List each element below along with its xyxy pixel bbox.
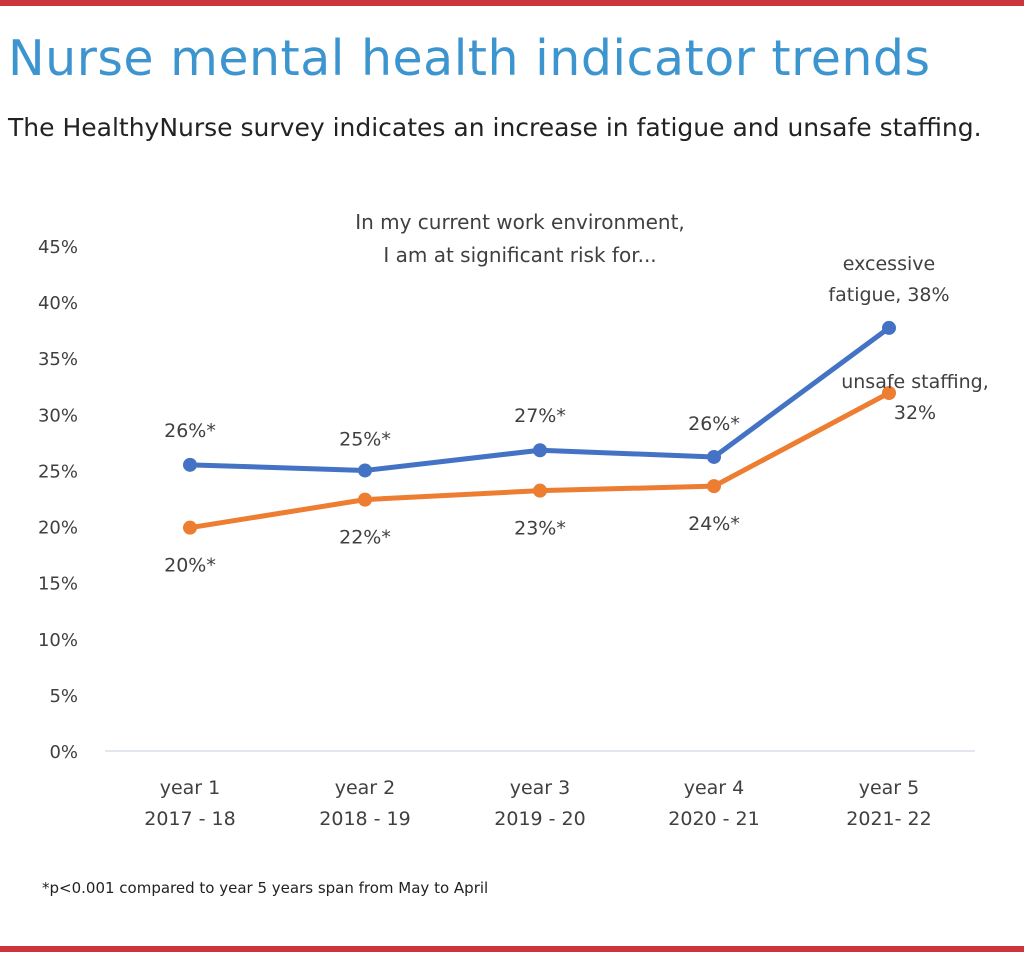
data-point (358, 463, 372, 478)
data-label: unsafe staffing, (841, 371, 989, 393)
x-tick-label: year 1 (160, 777, 221, 799)
x-tick-label: year 5 (859, 777, 920, 799)
data-point (707, 449, 721, 464)
x-tick-label: 2018 - 19 (319, 808, 410, 830)
y-tick-label: 0% (49, 742, 78, 763)
chart-title: In my current work environment, (355, 210, 685, 234)
data-label: 23%* (514, 518, 566, 540)
data-label: 32% (894, 402, 936, 424)
data-point (358, 492, 372, 507)
top-accent-bar (0, 0, 1024, 6)
data-point (533, 483, 547, 498)
data-point (707, 479, 721, 494)
data-label: 27%* (514, 405, 566, 427)
data-point (183, 520, 197, 535)
x-tick-label: 2020 - 21 (668, 808, 759, 830)
y-tick-label: 45% (38, 237, 78, 258)
x-tick-label: 2019 - 20 (494, 808, 585, 830)
x-tick-label: year 4 (684, 777, 745, 799)
y-tick-label: 15% (38, 574, 78, 595)
y-tick-label: 40% (38, 293, 78, 314)
data-label: 20%* (164, 555, 216, 577)
data-label: 24%* (688, 513, 740, 535)
page-title: Nurse mental health indicator trends (8, 30, 931, 87)
data-label: fatigue, 38% (828, 284, 949, 306)
data-point (882, 320, 896, 335)
data-label: 26%* (688, 413, 740, 435)
y-tick-label: 35% (38, 349, 78, 370)
x-tick-label: year 3 (510, 777, 571, 799)
y-tick-label: 20% (38, 518, 78, 539)
data-point (533, 443, 547, 458)
data-label: 22%* (339, 527, 391, 549)
data-point (882, 386, 896, 401)
data-label: 26%* (164, 420, 216, 442)
data-label: excessive (843, 253, 935, 275)
x-tick-label: 2017 - 18 (144, 808, 235, 830)
y-tick-label: 10% (38, 630, 78, 651)
footnote: *p<0.001 compared to year 5 years span f… (42, 879, 489, 897)
y-tick-label: 5% (49, 686, 78, 707)
data-point (183, 457, 197, 472)
x-tick-label: year 2 (335, 777, 396, 799)
page-subtitle: The HealthyNurse survey indicates an inc… (8, 113, 982, 142)
data-label: 25%* (339, 428, 391, 450)
bottom-accent-bar (0, 946, 1024, 952)
y-tick-label: 25% (38, 461, 78, 482)
y-tick-label: 30% (38, 405, 78, 426)
chart-title: I am at significant risk for... (383, 243, 656, 267)
x-tick-label: 2021- 22 (846, 808, 931, 830)
